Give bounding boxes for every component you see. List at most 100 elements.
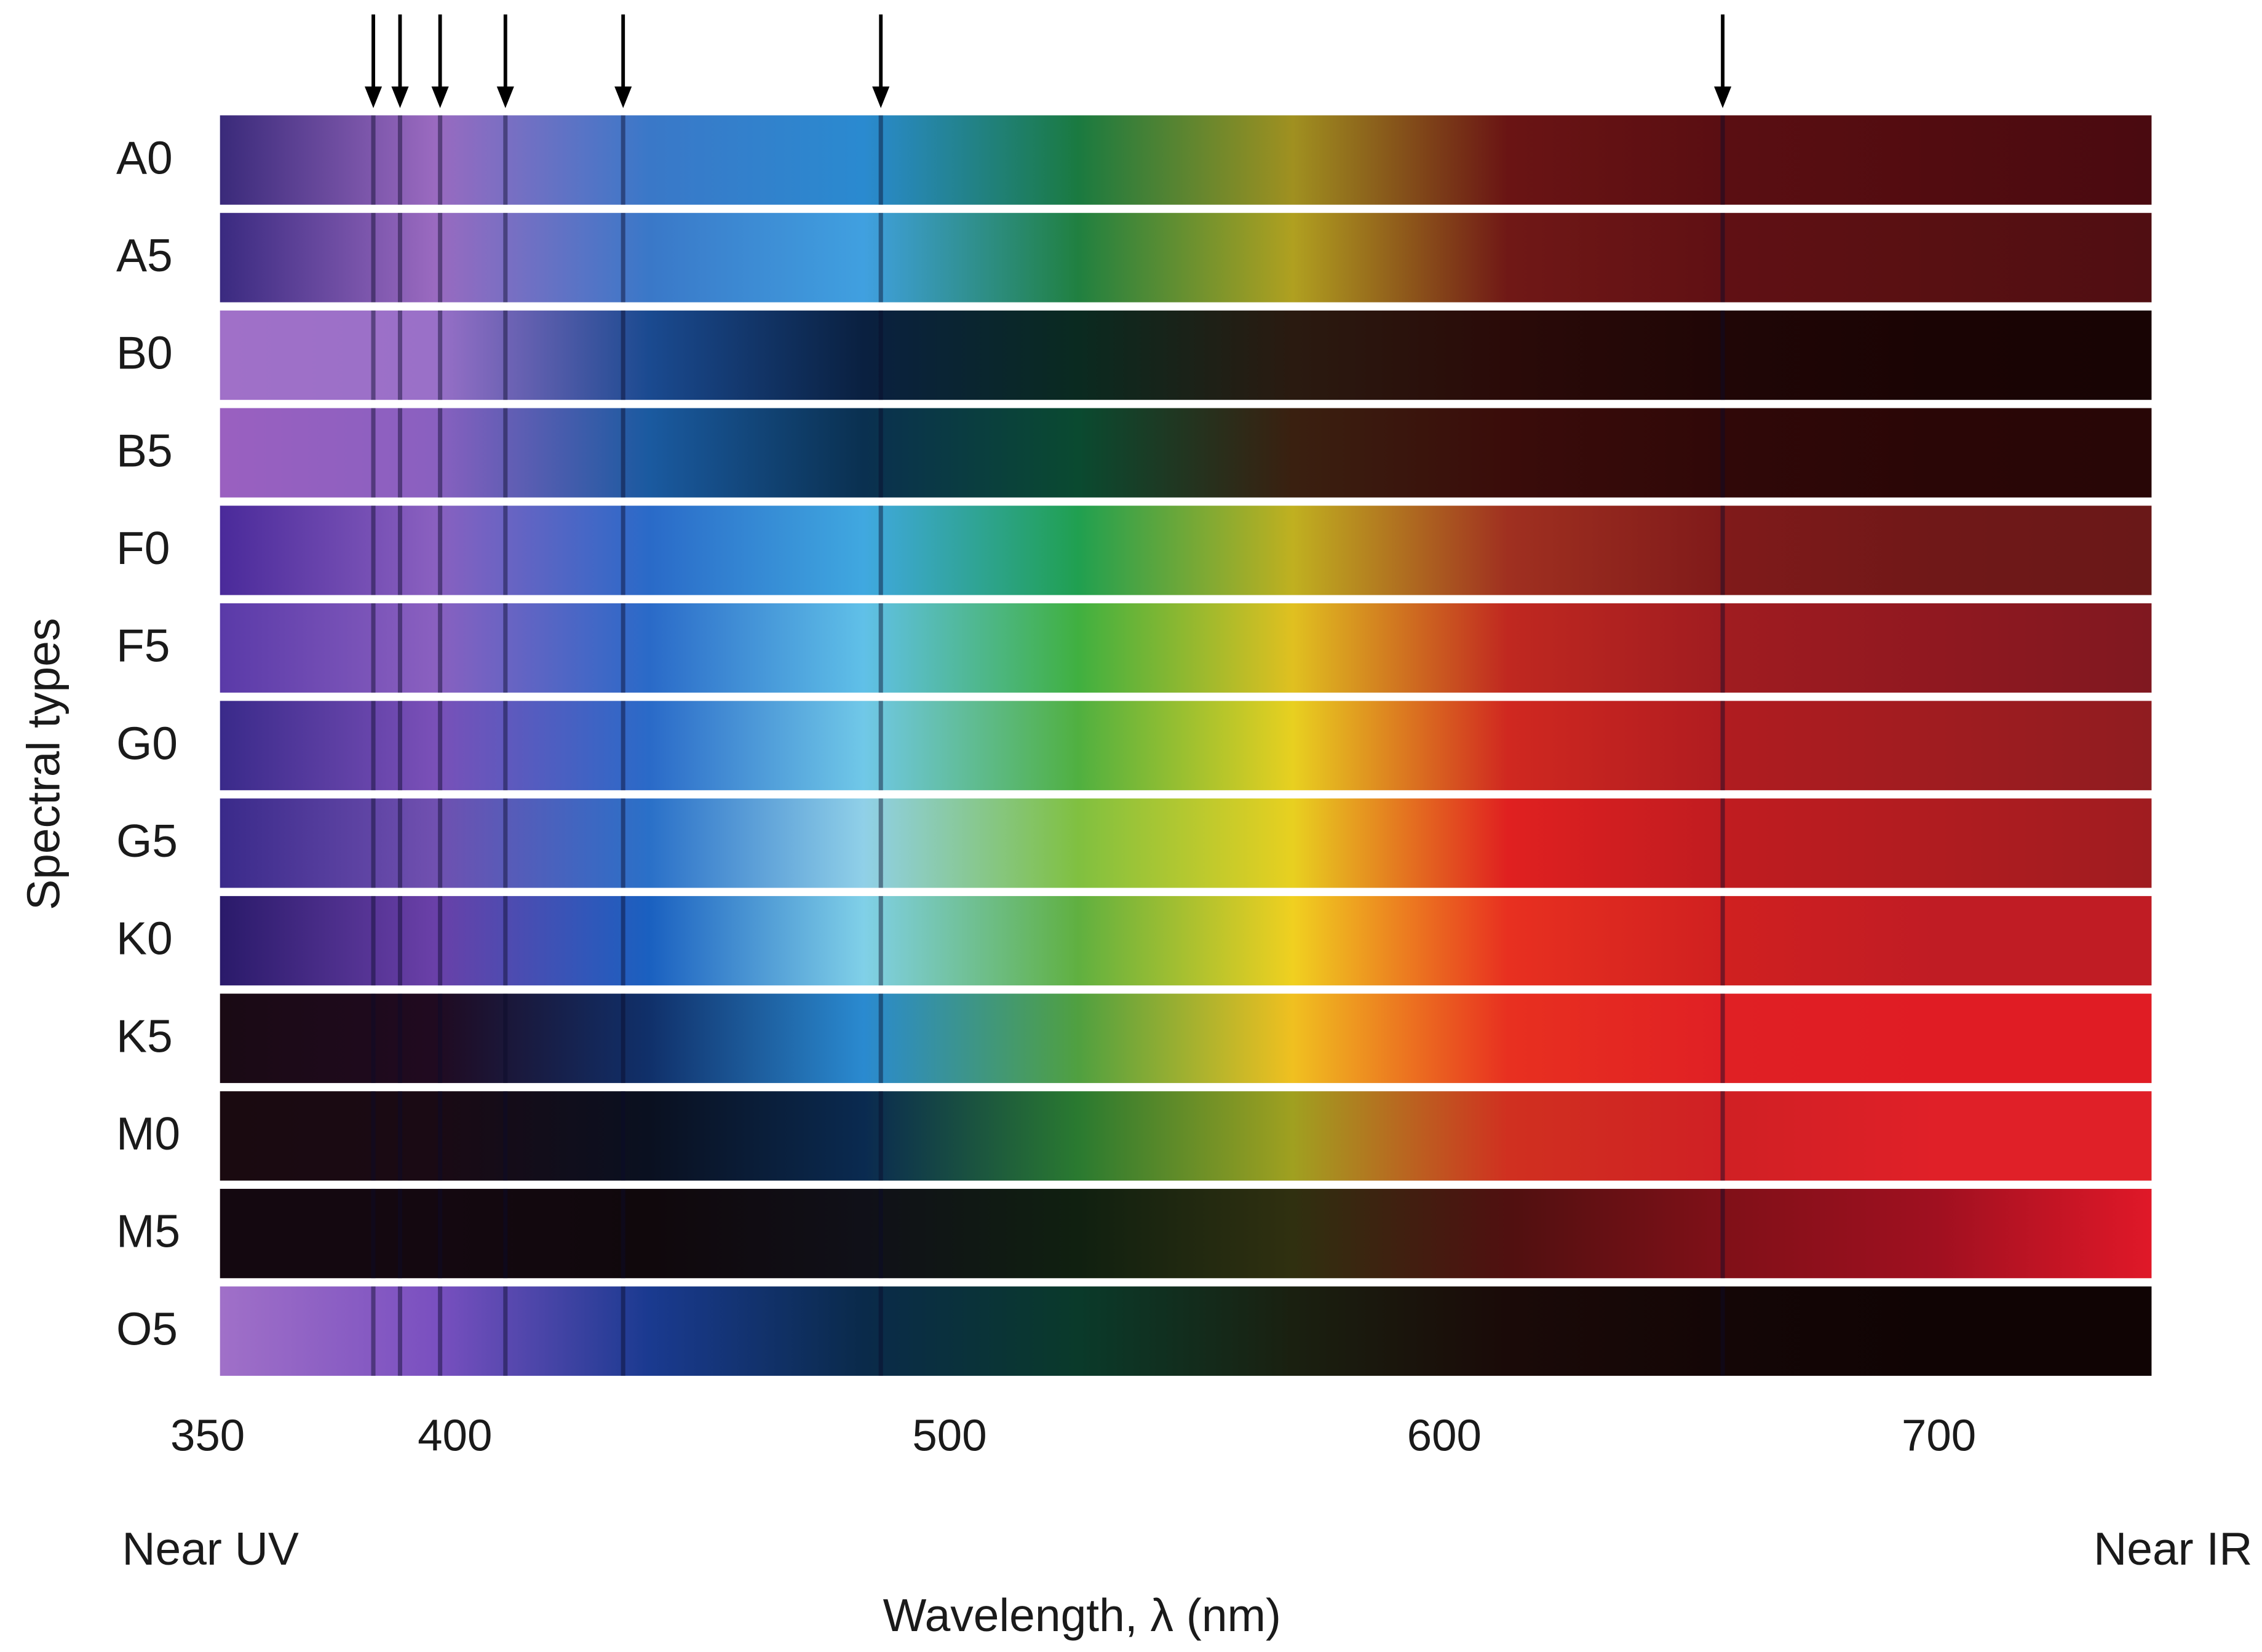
absorption-line [371,310,376,400]
absorption-line [621,310,625,400]
absorption-line [503,798,508,888]
spectral-type-label: M5 [116,1205,180,1257]
spectrum-band [220,895,2152,986]
absorption-line [503,1091,508,1181]
absorption-line [878,895,883,986]
absorption-line [503,408,508,498]
absorption-line [621,1188,625,1279]
absorption-line [1720,895,1725,986]
absorption-line [503,1286,508,1376]
absorption-line [878,506,883,595]
absorption-line [371,115,376,205]
absorption-line [397,310,402,400]
absorption-line [1720,1091,1725,1181]
absorption-line [371,895,376,986]
absorption-line [438,1286,443,1376]
spectral-type-label: G5 [116,815,178,867]
absorption-line [621,603,625,693]
absorption-line [397,993,402,1083]
absorption-line [878,1091,883,1181]
absorption-line [397,1188,402,1279]
absorption-line [371,798,376,888]
absorption-line [621,115,625,205]
absorption-line [397,213,402,303]
x-tick-label: 500 [912,1410,986,1460]
marker-arrow-head [1714,86,1732,108]
spectrum-band [220,1091,2152,1181]
marker-arrow-head [431,86,449,108]
spectral-type-label: K5 [116,1010,173,1062]
absorption-line [1720,603,1725,693]
absorption-line [397,895,402,986]
absorption-line [878,408,883,498]
absorption-line [503,701,508,790]
spectrum-band [220,701,2152,790]
absorption-line [397,603,402,693]
absorption-line [1720,213,1725,303]
absorption-line [1720,408,1725,498]
spectral-type-label: G0 [116,717,178,769]
absorption-line [1720,798,1725,888]
absorption-line [438,798,443,888]
absorption-line [503,115,508,205]
absorption-line [438,115,443,205]
absorption-line [371,603,376,693]
absorption-line [621,506,625,595]
spectrum-band [220,310,2152,400]
absorption-line [878,115,883,205]
spectral-type-label: A0 [116,132,173,183]
absorption-line [438,701,443,790]
absorption-line [1720,993,1725,1083]
absorption-line [371,1188,376,1279]
absorption-line [438,506,443,595]
absorption-line [371,213,376,303]
near-ir-label: Near IR [2093,1523,2252,1575]
absorption-line [621,408,625,498]
spectral-type-label: O5 [116,1303,178,1354]
absorption-line [371,701,376,790]
absorption-line [621,1286,625,1376]
absorption-line [397,506,402,595]
absorption-line [1720,1188,1725,1279]
x-tick-label: 350 [170,1410,245,1460]
absorption-line [438,603,443,693]
x-axis-label: Wavelength, λ (nm) [883,1589,1281,1641]
marker-arrow-head [391,86,409,108]
absorption-line [397,798,402,888]
absorption-line [878,1188,883,1279]
spectrum-band [220,506,2152,595]
near-uv-label: Near UV [122,1523,299,1575]
absorption-line [397,408,402,498]
x-tick-label: 700 [1902,1410,1976,1460]
absorption-line [1720,701,1725,790]
absorption-line [503,603,508,693]
absorption-line [1720,1286,1725,1376]
spectrum-band [220,993,2152,1083]
absorption-line [438,1188,443,1279]
absorption-line [371,1286,376,1376]
absorption-line [371,408,376,498]
absorption-line [503,213,508,303]
absorption-line [878,213,883,303]
absorption-line [878,603,883,693]
absorption-line [621,993,625,1083]
spectral-type-label: F0 [116,522,170,574]
absorption-line [621,798,625,888]
x-tick-label: 600 [1407,1410,1482,1460]
absorption-line [1720,506,1725,595]
y-axis-label: Spectral types [17,618,69,910]
absorption-line [503,1188,508,1279]
spectral-type-label: M0 [116,1108,180,1159]
absorption-line [438,408,443,498]
marker-arrow-head [614,86,632,108]
absorption-line [397,1091,402,1181]
absorption-line [438,1091,443,1181]
spectrum-band [220,798,2152,888]
marker-arrow-head [872,86,890,108]
absorption-line [397,1286,402,1376]
absorption-line [438,993,443,1083]
absorption-line [878,1286,883,1376]
spectrum-band [220,1188,2152,1279]
